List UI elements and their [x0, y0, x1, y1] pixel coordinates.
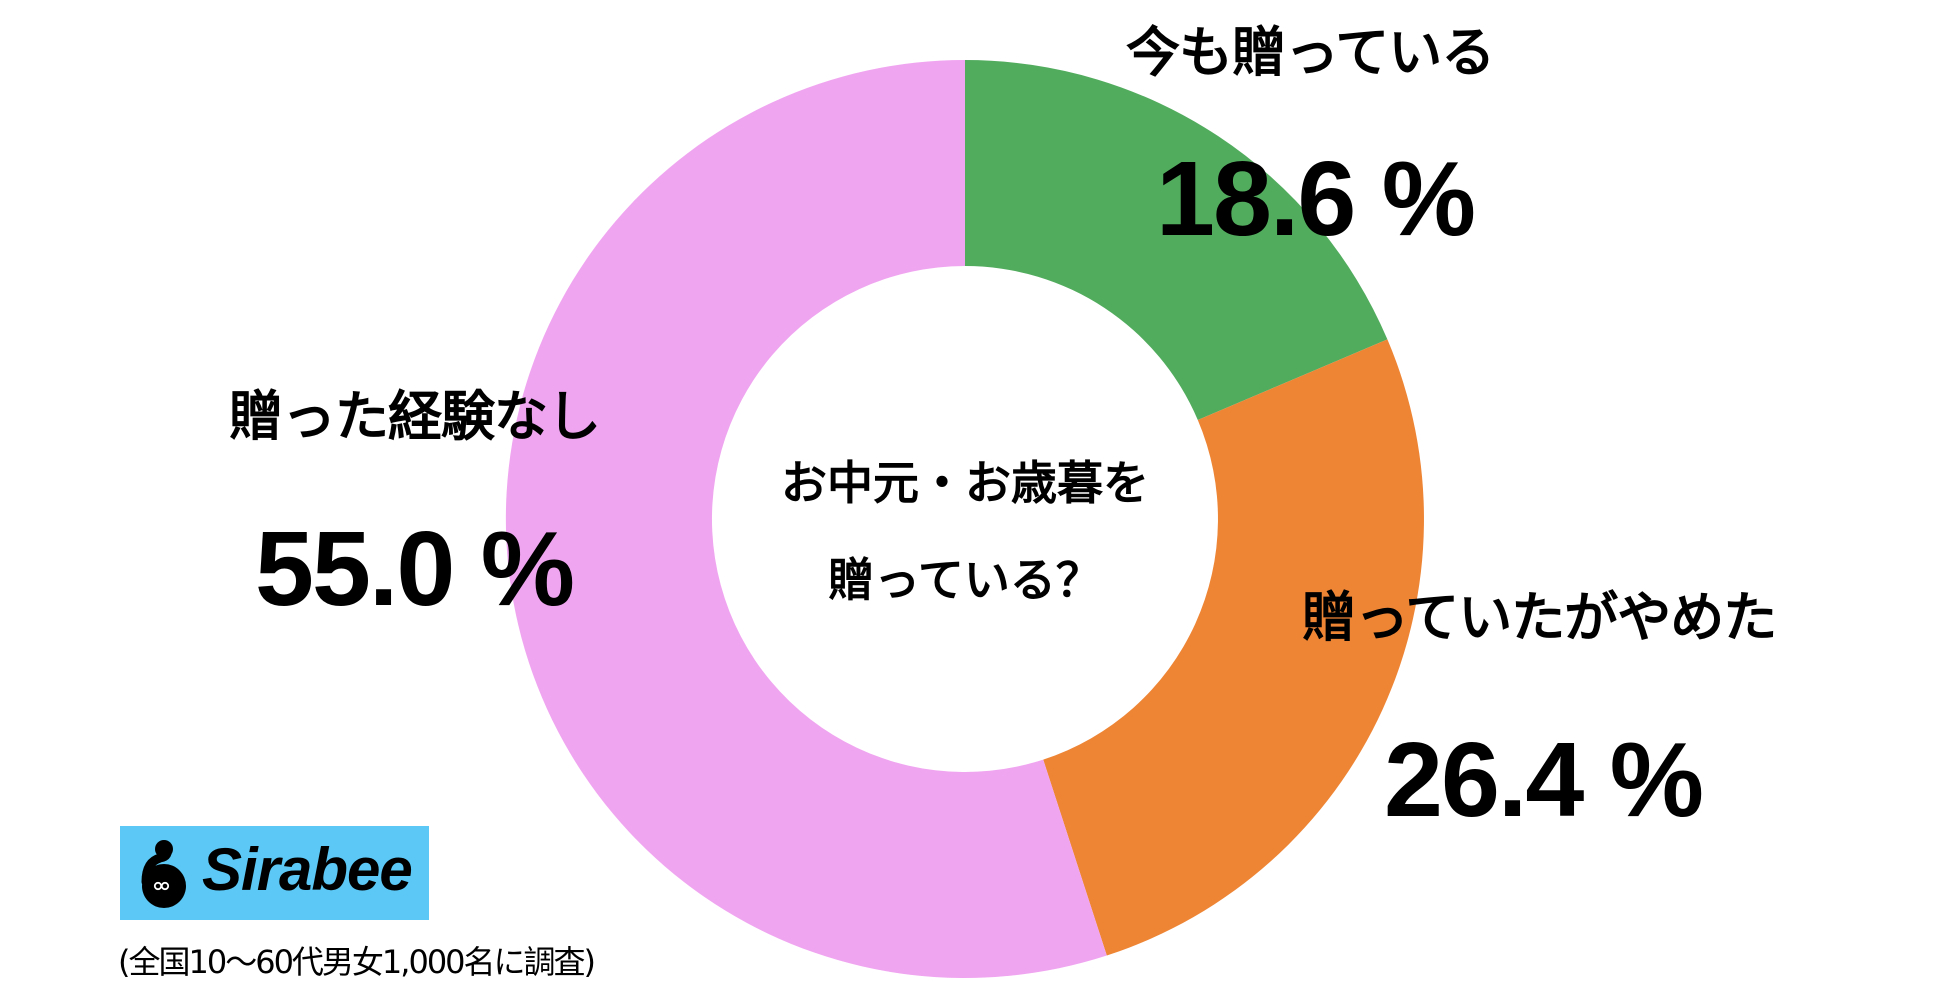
label-never-given: 贈った経験なし: [229, 385, 601, 448]
label-still-giving: 今も贈っている: [1126, 21, 1495, 84]
sirabee-logo: Sirabee: [120, 826, 429, 920]
segment-still-giving: [965, 60, 1388, 420]
survey-footnote: (全国10〜60代男女1,000名に調査): [118, 943, 596, 981]
segment-stopped-giving: [1043, 339, 1424, 956]
center-question-line1: お中元・お歳暮を: [781, 456, 1149, 510]
label-stopped-giving: 贈っていたがやめた: [1302, 586, 1777, 649]
value-still-giving: 18.6 %: [1156, 140, 1476, 258]
segment-never-given: [505, 59, 1107, 979]
value-never-given: 55.0 %: [255, 510, 575, 628]
value-stopped-giving: 26.4 %: [1384, 721, 1704, 839]
sirabee-mascot-icon: [141, 840, 186, 908]
brand-name: Sirabee: [202, 836, 413, 903]
center-question-line2: 贈っている？: [828, 553, 1102, 607]
